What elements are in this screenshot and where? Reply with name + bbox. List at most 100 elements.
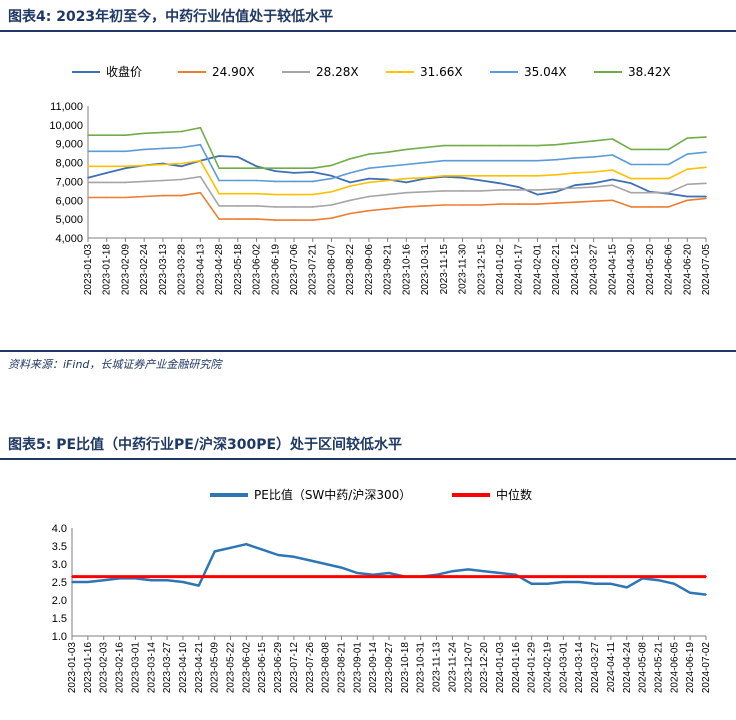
figure1-series-1-point-21	[480, 204, 483, 206]
figure1-series-0-point-12	[311, 171, 314, 173]
figure1-series-4-point-5	[180, 146, 183, 149]
figure1-series-3-point-20	[461, 175, 464, 177]
figure2-series-0-point-10	[229, 547, 232, 549]
figure1-series-3-point-10	[274, 193, 277, 196]
figure1-series-3-point-33	[705, 166, 707, 169]
figure2-x-tick-31: 2024-03-01	[558, 642, 569, 694]
figure1-series-1-point-16	[386, 208, 389, 210]
figure1-series-4-point-7	[218, 179, 220, 182]
figure1-series-5-point-0	[87, 134, 89, 136]
figure2-x-tick-32: 2024-03-14	[574, 642, 585, 694]
figure1-series-4-point-21	[480, 159, 483, 162]
figure1-x-tick-18: 2023-10-31	[420, 244, 431, 296]
figure1-series-5-point-6	[199, 126, 202, 129]
figure2-series-1-point-22	[419, 575, 422, 578]
figure1-x-tick-10: 2023-06-19	[270, 244, 281, 296]
figure1-x-axis: 2023-01-03 2023-01-18 2023-02-09 2023-02-24…	[83, 237, 712, 296]
figure2-series-1-point-1	[87, 575, 89, 578]
figure1-series-1-point-23	[517, 203, 520, 205]
figure1-series-1-point-1	[105, 196, 108, 199]
figure1-series-0-point-8	[237, 156, 239, 158]
figure1-series-1-point-10	[274, 219, 277, 221]
figure1-x-tick-26: 2024-03-12	[570, 244, 581, 296]
figure1-series-4-point-22	[499, 159, 501, 162]
figure2-series-1-point-21	[404, 575, 406, 578]
figure1-series-5-point-10	[274, 167, 277, 169]
figure1-series-2-point-20	[461, 190, 464, 192]
figure1-x-tick-14: 2023-08-22	[345, 244, 356, 296]
figure2-y-tick-2: 2.0	[52, 595, 67, 607]
figure1-legend-label-3: 31.66X	[420, 65, 463, 79]
figure1-series-0-point-20	[461, 176, 464, 179]
figure1-series-2-point-32	[686, 183, 689, 186]
figure1-series-3-point-19	[443, 175, 445, 177]
figure1-series-0-point-0	[87, 176, 89, 179]
figure1-series-5-point-18	[424, 146, 426, 149]
figure1-series-1-point-8	[237, 218, 239, 220]
figure1-series-1-point-13	[330, 217, 333, 219]
figure2-x-tick-16: 2023-08-08	[321, 642, 332, 694]
figure1-series-2-point-6	[199, 175, 202, 178]
figure1-series-3-point-29	[630, 177, 632, 180]
figure2-x-tick-2: 2023-02-03	[99, 642, 110, 694]
figure2-series-0-point-18	[356, 572, 359, 574]
figure1-series-5-point-4	[162, 131, 164, 134]
figure1-y-tick-5: 9,000	[55, 139, 83, 151]
figure2-x-tick-23: 2023-11-13	[432, 642, 443, 693]
figure1-series-2-point-27	[592, 186, 595, 188]
figure1-series-0-point-7	[218, 155, 220, 157]
figure1-series-0	[87, 155, 707, 198]
figure1-series-5-point-20	[461, 144, 464, 147]
figure1-series-1-point-24	[536, 203, 539, 205]
figure1-series-3-point-22	[499, 175, 501, 177]
figure1-x-tick-30: 2024-05-20	[645, 244, 656, 296]
figure1-series-1-point-3	[143, 195, 145, 198]
figure1-series-0-point-10	[274, 170, 277, 172]
figure2-series-0-point-33	[594, 583, 596, 585]
figure2-series-0-point-17	[340, 566, 343, 569]
figure1-series-4-point-26	[574, 157, 576, 159]
figure1-series-2-point-13	[330, 204, 333, 206]
figure1-series-0-point-22	[499, 182, 501, 185]
figure2-series-1-point-16	[324, 575, 327, 578]
figure2-series-0-point-16	[324, 563, 327, 565]
figure1-series-3-point-6	[199, 159, 202, 162]
figure1-series-0-point-24	[536, 193, 539, 196]
figure2-series-1-point-23	[435, 575, 438, 578]
figure2-series-0-point-9	[213, 550, 216, 553]
figure1-series-0-point-25	[555, 191, 557, 193]
figure1-x-tick-8: 2023-05-18	[233, 244, 244, 296]
figure2-x-tick-5: 2023-03-14	[146, 642, 157, 694]
figure2-series-0-point-5	[150, 579, 153, 581]
figure2-x-tick-24: 2023-11-24	[447, 642, 458, 693]
figure1-legend-label-4: 35.04X	[524, 65, 567, 79]
figure1-series-1-point-5	[180, 194, 183, 197]
figure2-series-1-point-7	[182, 575, 184, 578]
figure1-series-4-point-0	[87, 150, 89, 153]
figure2-series-0-point-14	[293, 556, 295, 558]
figure1-series-5-point-13	[330, 164, 333, 167]
figure1-series-0-point-9	[255, 165, 258, 168]
figure2-x-tick-26: 2023-12-20	[479, 642, 490, 694]
figure1-series-1-point-32	[686, 199, 689, 202]
figure1-series-2-point-19	[443, 190, 445, 192]
figure1-series-4-point-11	[293, 180, 295, 183]
figure2-series-1-point-5	[150, 575, 153, 578]
figure1-series-4-point-1	[105, 150, 108, 153]
figure1-series-4-point-4	[162, 147, 164, 150]
figure1-series-line-5	[88, 126, 707, 169]
figure1-series-line-3	[88, 159, 707, 196]
figure1-series-1-point-4	[162, 194, 164, 197]
figure1-series-3-point-24	[536, 175, 539, 177]
figure2-series-1-point-19	[372, 575, 374, 578]
figure2-x-tick-28: 2024-01-16	[511, 642, 522, 694]
figure1-series-4-point-2	[124, 150, 127, 153]
figure1-series-3-point-11	[293, 193, 295, 196]
figure1-series-1-point-17	[405, 206, 408, 208]
figure2-x-tick-38: 2024-06-05	[669, 642, 680, 694]
figure1-series-1-point-25	[555, 202, 557, 204]
figure2-series-0-point-11	[245, 543, 248, 545]
figure1-series-4-point-9	[255, 179, 258, 182]
figure1-x-tick-1: 2023-01-18	[102, 244, 113, 296]
figure2-x-tick-7: 2023-04-10	[178, 642, 189, 694]
